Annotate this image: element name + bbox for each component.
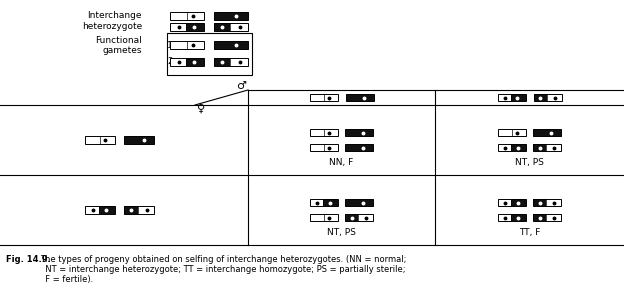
Bar: [124, 136, 154, 144]
Text: Fig. 14.9.: Fig. 14.9.: [6, 255, 51, 264]
Bar: [310, 199, 338, 206]
Text: NT, PS: NT, PS: [327, 228, 356, 237]
Bar: [346, 94, 374, 101]
Bar: [214, 58, 248, 66]
Bar: [85, 206, 115, 214]
Bar: [345, 214, 373, 221]
Text: gametes: gametes: [102, 46, 142, 55]
Text: Functional: Functional: [95, 36, 142, 45]
Bar: [310, 94, 338, 101]
Bar: [345, 214, 358, 221]
Bar: [533, 214, 561, 221]
Bar: [310, 199, 323, 206]
Bar: [170, 58, 204, 66]
Bar: [497, 94, 511, 101]
Bar: [498, 144, 526, 151]
Bar: [498, 214, 526, 221]
Bar: [170, 58, 187, 66]
Bar: [533, 144, 547, 151]
Bar: [345, 199, 373, 206]
Bar: [534, 94, 547, 101]
Bar: [498, 214, 512, 221]
Bar: [345, 144, 373, 151]
Bar: [170, 23, 204, 31]
Bar: [85, 206, 99, 214]
Bar: [85, 206, 115, 214]
Text: 1: 1: [167, 40, 173, 50]
Bar: [497, 94, 525, 101]
Bar: [533, 199, 547, 206]
Text: TT, F: TT, F: [519, 228, 540, 237]
Bar: [533, 129, 561, 136]
Text: ♀: ♀: [197, 104, 205, 114]
Bar: [124, 206, 154, 214]
Text: F = fertile).: F = fertile).: [40, 275, 93, 284]
Text: Interchange: Interchange: [87, 11, 142, 20]
Bar: [498, 199, 512, 206]
Bar: [170, 58, 204, 66]
Bar: [498, 144, 512, 151]
Bar: [533, 144, 561, 151]
Bar: [214, 12, 248, 20]
Text: NN, F: NN, F: [329, 157, 354, 167]
Bar: [214, 23, 248, 31]
Bar: [498, 199, 526, 206]
Bar: [214, 23, 248, 31]
Bar: [533, 199, 561, 206]
Bar: [533, 199, 561, 206]
Bar: [497, 94, 525, 101]
Bar: [345, 129, 373, 136]
Bar: [170, 23, 204, 31]
Bar: [167, 33, 252, 75]
Text: NT = interchange heterozygote; TT = interchange homozygote; PS = partially steri: NT = interchange heterozygote; TT = inte…: [40, 265, 406, 274]
Bar: [170, 12, 204, 20]
Bar: [498, 144, 526, 151]
Bar: [214, 23, 230, 31]
Bar: [214, 58, 248, 66]
Bar: [170, 23, 187, 31]
Bar: [214, 41, 248, 49]
Bar: [85, 136, 115, 144]
Bar: [498, 214, 526, 221]
Bar: [345, 214, 373, 221]
Text: heterozygote: heterozygote: [82, 22, 142, 31]
Bar: [310, 214, 338, 221]
Bar: [533, 144, 561, 151]
Text: 2: 2: [167, 58, 173, 67]
Bar: [124, 206, 139, 214]
Bar: [498, 199, 526, 206]
Bar: [534, 94, 562, 101]
Bar: [533, 214, 561, 221]
Text: The types of progeny obtained on selfing of interchange heterozygotes. (NN = nor: The types of progeny obtained on selfing…: [40, 255, 406, 264]
Text: NT, PS: NT, PS: [515, 157, 544, 167]
Bar: [310, 144, 338, 151]
Bar: [310, 199, 338, 206]
Text: ♂: ♂: [236, 81, 246, 91]
Bar: [534, 94, 562, 101]
Bar: [310, 129, 338, 136]
Bar: [214, 58, 230, 66]
Bar: [533, 214, 547, 221]
Bar: [498, 129, 526, 136]
Bar: [170, 41, 204, 49]
Bar: [124, 206, 154, 214]
